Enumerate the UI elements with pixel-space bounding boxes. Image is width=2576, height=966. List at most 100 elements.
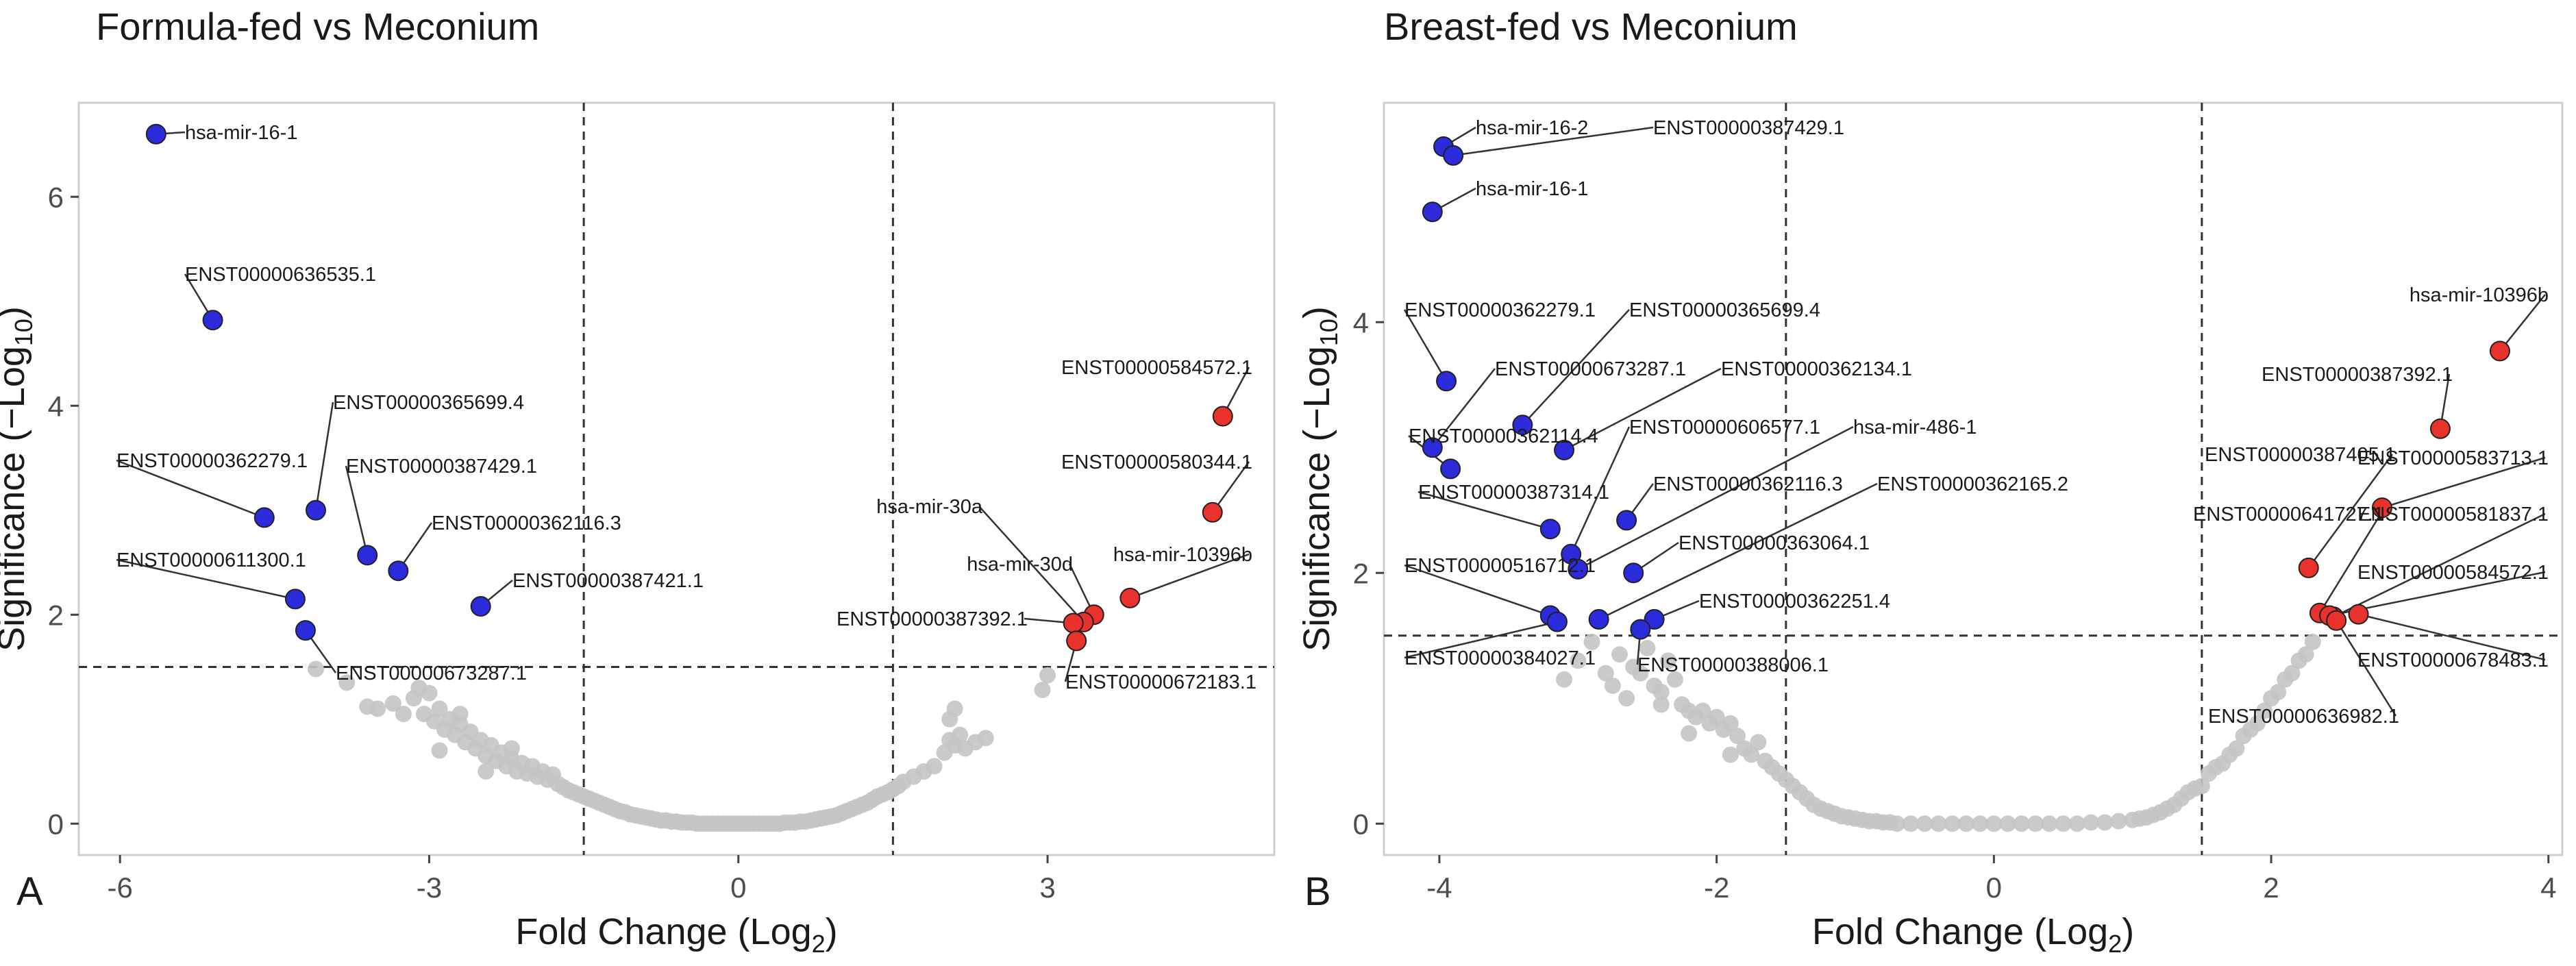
- ns-point: [307, 660, 324, 678]
- upregulated-point: [1202, 501, 1223, 523]
- ns-point: [2304, 633, 2321, 650]
- volcano-plot-a: -6 -3 0 3 0 2 4 6 Fold Change (Log2) Significance…: [0, 101, 1276, 958]
- y-tick-label: 4: [48, 390, 64, 422]
- x-tick-label: 0: [1986, 871, 2002, 904]
- ns-point: [1639, 640, 1656, 657]
- ns-point: [1652, 684, 1670, 701]
- downregulated-point: [1588, 608, 1609, 630]
- x-axis-title: Fold Change (Log2): [1812, 911, 2134, 958]
- ns-point: [926, 758, 943, 775]
- label-leader-line: [1431, 368, 1496, 449]
- ns-point: [1556, 671, 1573, 688]
- y-tick-label: 2: [48, 599, 64, 631]
- y-tick-label: 0: [48, 808, 64, 840]
- ns-point: [1722, 715, 1739, 732]
- point-label: ENST00000387392.1: [2262, 364, 2453, 386]
- point-label: hsa-mir-16-1: [1476, 178, 1588, 200]
- downregulated-point: [1436, 371, 1457, 392]
- downregulated-point: [1422, 437, 1443, 458]
- upregulated-point: [1212, 406, 1233, 427]
- point-label: ENST00000584572.1: [1061, 357, 1252, 379]
- point-label: hsa-mir-16-1: [185, 122, 297, 144]
- ns-point: [977, 730, 994, 747]
- upregulated-point: [1063, 612, 1084, 634]
- downregulated-point: [1623, 562, 1644, 584]
- ns-point: [2110, 813, 2127, 830]
- x-tick-label: 3: [1039, 871, 1055, 904]
- ns-point: [1611, 646, 1628, 663]
- label-leader-line: [1404, 621, 1558, 659]
- ns-point: [1681, 725, 1698, 742]
- ns-point: [2013, 815, 2030, 832]
- ns-point: [431, 700, 448, 717]
- ns-point: [451, 706, 469, 723]
- ns-point: [1618, 690, 1635, 707]
- point-label: ENST00000362279.1: [116, 450, 308, 472]
- ns-point: [2055, 815, 2072, 832]
- point-label: ENST00000672183.1: [1065, 671, 1256, 693]
- upregulated-point: [2298, 557, 2319, 578]
- label-leader-line: [1404, 564, 1551, 617]
- ns-point: [1888, 815, 1905, 832]
- point-label: ENST00000362116.3: [432, 512, 621, 534]
- downregulated-point: [253, 507, 275, 528]
- point-label: ENST00000584572.1: [2357, 562, 2549, 584]
- point-label: ENST00000673287.1: [336, 662, 527, 684]
- ns-point: [1722, 746, 1739, 763]
- point-label: ENST00000583713.1: [2357, 447, 2549, 469]
- ns-point: [2255, 702, 2272, 719]
- downregulated-point: [1539, 519, 1561, 540]
- point-label: ENST00000580344.1: [1061, 451, 1252, 473]
- point-label: ENST00000388006.1: [1637, 654, 1829, 676]
- plot-frame: [1383, 101, 2564, 856]
- ns-point: [1666, 671, 1683, 688]
- ns-point: [1957, 815, 1974, 832]
- ns-point: [1652, 696, 1670, 713]
- upregulated-point: [2326, 610, 2347, 631]
- point-label: ENST00000673287.1: [1495, 358, 1686, 380]
- label-leader-line: [314, 401, 334, 510]
- point-label: hsa-mir-30a: [876, 496, 983, 518]
- upregulated-point: [2429, 418, 2451, 439]
- x-tick-label: -4: [1426, 871, 1452, 904]
- label-leader-line: [1403, 309, 1448, 382]
- downregulated-point: [1546, 611, 1568, 632]
- label-leader-line: [116, 459, 265, 519]
- ns-point: [2068, 815, 2085, 832]
- point-label: ENST00000641727.1: [2193, 504, 2384, 525]
- downregulated-point: [1443, 145, 1464, 166]
- ns-point: [1604, 677, 1621, 694]
- label-leader-line: [2499, 294, 2546, 352]
- point-label: ENST00000387314.1: [1418, 482, 1609, 504]
- y-tick-label: 6: [48, 181, 64, 213]
- downregulated-point: [388, 560, 409, 582]
- x-tick-label: 2: [2263, 871, 2279, 904]
- point-label: ENST00000365699.4: [1629, 299, 1820, 321]
- x-tick-label: 0: [730, 871, 746, 904]
- ns-point: [369, 700, 386, 717]
- ns-point: [1583, 633, 1600, 650]
- y-tick-label: 2: [1353, 557, 1369, 589]
- label-leader-line: [1211, 461, 1250, 513]
- ns-point: [1632, 665, 1649, 682]
- volcano-plot-b: -4 -2 0 2 4 0 2 4 Fold Change (Log2) Significance…: [1296, 101, 2564, 958]
- point-label: ENST00000362116.3: [1653, 473, 1843, 495]
- point-label: hsa-mir-30d: [967, 554, 1073, 575]
- point-label: ENST00000365699.4: [333, 392, 524, 414]
- point-label: ENST00000636535.1: [185, 264, 376, 286]
- downregulated-point: [470, 596, 491, 617]
- point-label: ENST00000362134.1: [1721, 358, 1912, 380]
- label-leader-line: [978, 506, 1085, 623]
- point-label: ENST00000362114.4: [1409, 425, 1598, 447]
- ns-point: [1985, 815, 2003, 832]
- label-leader-line: [1577, 425, 1854, 570]
- ns-point: [1902, 815, 1919, 832]
- point-label: ENST00000387429.1: [1653, 117, 1844, 139]
- label-leader-line: [1598, 482, 1878, 621]
- ns-point: [431, 742, 448, 759]
- point-label: ENST00000387392.1: [837, 608, 1028, 630]
- ns-point: [1694, 702, 1711, 719]
- downregulated-point: [1512, 414, 1533, 436]
- downregulated-point: [357, 545, 378, 566]
- ns-point: [2249, 715, 2266, 732]
